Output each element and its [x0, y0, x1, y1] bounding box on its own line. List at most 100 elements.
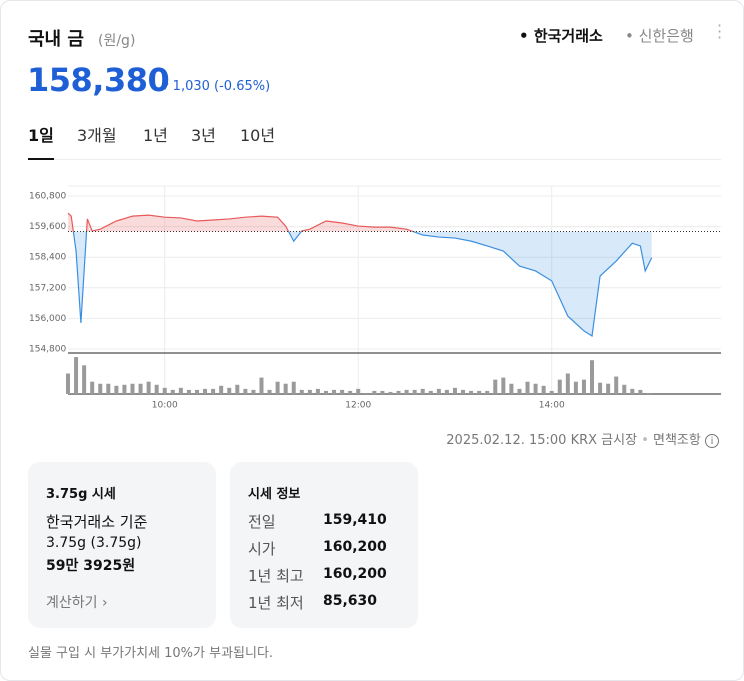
more-menu[interactable]: · · ·: [717, 16, 723, 47]
volume-bar: [138, 383, 143, 394]
info-value: 159,410: [323, 512, 387, 528]
volume-bar: [74, 357, 79, 394]
volume-bar: [452, 387, 457, 394]
volume-bar: [332, 389, 337, 394]
volume-bar: [299, 389, 304, 394]
notice: 실물 구입 시 부가가치세 10%가 부과됩니다.: [28, 646, 274, 661]
volume-bar: [340, 389, 345, 394]
volume-bar: [356, 388, 361, 394]
unit: (원/g): [98, 33, 136, 49]
volume-bar: [493, 379, 498, 394]
x-tick-label: 12:00: [345, 401, 371, 411]
y-tick-label: 159,600: [29, 222, 66, 232]
volume-bar: [227, 387, 232, 394]
y-tick-label: 157,200: [29, 283, 66, 293]
title: 국내 금: [28, 29, 84, 50]
exchange-label: 한국거래소: [533, 27, 603, 45]
volume-bar: [243, 388, 248, 394]
exchange-tab[interactable]: • 신한은행: [625, 27, 694, 45]
volume-bar: [323, 390, 328, 394]
change-pct: (-0.65%): [214, 79, 271, 94]
info-value: 160,200: [323, 539, 387, 555]
info-value: 160,200: [323, 566, 387, 582]
source: 2025.02.12. 15:00 KRX 금시장 • 면책조항 i: [446, 429, 719, 448]
x-tick-label: 14:00: [539, 401, 565, 411]
info-label: 전일: [248, 513, 276, 531]
volume-bar: [396, 390, 401, 394]
line-up: [67, 212, 415, 232]
volume-bar: [364, 392, 369, 394]
period-tab[interactable]: 3개월: [77, 126, 117, 145]
exchange-tab[interactable]: • 한국거래소: [519, 27, 603, 45]
volume-bar: [630, 388, 635, 394]
volume-bar: [66, 373, 70, 394]
volume-bar: [267, 389, 272, 394]
volume-bar: [122, 384, 127, 394]
volume-bar: [106, 383, 111, 394]
volume-bar: [186, 389, 191, 394]
source-text: 2025.02.12. 15:00 KRX 금시장: [446, 433, 638, 448]
y-tick-label: 156,000: [29, 314, 66, 324]
card-title: 시세 정보: [248, 487, 301, 502]
volume-bar: [598, 382, 603, 394]
volume-bar: [388, 391, 393, 394]
volume-bar: [428, 390, 433, 394]
card-title: 3.75g 시세: [46, 487, 116, 502]
tab-underline: [28, 158, 54, 160]
volume-bar: [477, 390, 482, 394]
volume-bar: [517, 388, 522, 394]
volume-bar: [275, 381, 280, 394]
price: 158,380: [27, 61, 170, 99]
volume-bar: [469, 390, 474, 394]
volume-bar: [203, 388, 208, 394]
info-label: 1년 최저: [248, 594, 304, 612]
volume-bar: [509, 383, 514, 394]
volume-bar: [146, 381, 151, 394]
volume-bar: [485, 390, 490, 394]
volume-bar: [573, 381, 578, 394]
volume-bar: [436, 388, 441, 394]
line-down: [72, 231, 653, 338]
basis: 한국거래소 기준: [46, 513, 148, 531]
volume-bar: [557, 379, 562, 394]
y-tick-label: 154,800: [29, 345, 66, 355]
volume-bar: [178, 387, 183, 394]
volume-bar: [194, 389, 199, 394]
volume-bar: [259, 377, 264, 394]
period-tab[interactable]: 3년: [191, 126, 216, 145]
calc-link[interactable]: 계산하기 ›: [46, 595, 108, 611]
volume-bar: [251, 389, 256, 394]
info-label: 시가: [248, 540, 276, 558]
volume-bar: [420, 388, 425, 394]
period-tab[interactable]: 10년: [240, 126, 276, 145]
volume-bar: [622, 384, 627, 394]
period-tab[interactable]: 1년: [143, 126, 168, 145]
volume-bar: [82, 365, 87, 394]
volume-bar: [501, 377, 506, 394]
volume-bar: [90, 381, 95, 394]
gram-price: 59만 3925원: [46, 558, 136, 574]
volume-bar: [549, 390, 554, 394]
volume-bar: [307, 389, 312, 394]
volume-bar: [348, 390, 353, 394]
area-up: [68, 213, 652, 232]
info-card: 시세 정보 전일 159,410 시가 160,200 1년 최고 160,200 1년 최…: [230, 462, 418, 628]
volume-bar: [638, 389, 643, 394]
volume-bar: [525, 381, 530, 394]
volume-bar: [646, 392, 651, 394]
period-tab[interactable]: 1일: [28, 126, 54, 145]
volume-bar: [590, 360, 595, 394]
volume-bar: [114, 385, 119, 394]
volume-bar: [170, 389, 175, 394]
volume-bar: [315, 388, 320, 394]
disclaimer-link[interactable]: 면책조항: [653, 433, 701, 448]
volume-bar: [412, 389, 417, 394]
x-tick-label: 10:00: [152, 401, 178, 411]
y-tick-label: 158,400: [29, 253, 66, 263]
volume-bar: [541, 385, 546, 394]
volume-bar: [565, 373, 570, 394]
volume-bar: [444, 389, 449, 394]
info-label: 1년 최고: [248, 567, 304, 585]
volume-bar: [162, 387, 167, 394]
